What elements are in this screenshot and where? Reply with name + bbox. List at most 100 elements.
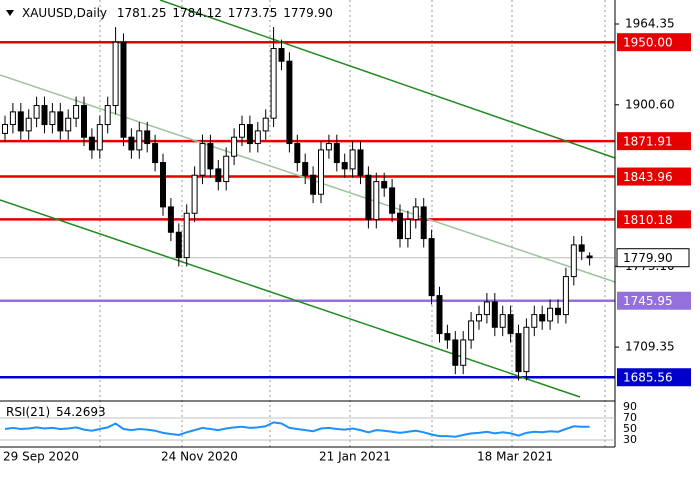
candle-body bbox=[318, 149, 324, 195]
level-label-box bbox=[617, 132, 691, 151]
candle-body bbox=[302, 162, 309, 176]
candle-body bbox=[562, 276, 569, 316]
candle-body bbox=[207, 143, 214, 170]
candle-body bbox=[365, 174, 372, 221]
candle-body bbox=[112, 41, 119, 107]
candle-body bbox=[381, 181, 388, 189]
candle-body bbox=[349, 149, 356, 170]
chart-header: XAUUSD,Daily 1781.25 1784.12 1773.75 177… bbox=[22, 6, 333, 20]
level-label: 1685.56 bbox=[623, 371, 673, 385]
level-label-box bbox=[617, 291, 691, 310]
candle-body bbox=[33, 105, 40, 119]
candle-body bbox=[333, 143, 340, 164]
channel-upper bbox=[159, 0, 616, 159]
y-tick-label: 1900.60 bbox=[625, 97, 675, 111]
candle-body bbox=[476, 314, 482, 322]
x-tick-label: 18 Mar 2021 bbox=[477, 450, 553, 464]
candle-body bbox=[483, 301, 490, 316]
x-tick-label: 24 Nov 2020 bbox=[161, 450, 238, 464]
rsi-value: 54.2693 bbox=[56, 405, 106, 419]
level-label: 1950.00 bbox=[623, 36, 673, 50]
last-label: 1779.90 bbox=[623, 251, 673, 265]
candle-body bbox=[223, 155, 230, 183]
y-tick-label: 1709.35 bbox=[625, 340, 675, 354]
menu-arrow bbox=[6, 10, 14, 16]
candle-body bbox=[389, 187, 396, 214]
level-label-box bbox=[617, 167, 691, 186]
candle-body bbox=[428, 238, 435, 297]
rsi-tick-label: 30 bbox=[623, 433, 637, 446]
candle-body bbox=[191, 174, 198, 214]
candle-body bbox=[515, 333, 522, 373]
candle-body bbox=[239, 124, 245, 138]
candle-body bbox=[341, 162, 348, 170]
level-label: 1745.95 bbox=[623, 294, 673, 308]
candle-body bbox=[81, 105, 87, 138]
candle-body bbox=[286, 60, 293, 145]
rsi-tick-label: 70 bbox=[623, 411, 637, 424]
candle-body bbox=[88, 136, 95, 151]
candle-body bbox=[404, 219, 411, 240]
candle-body bbox=[9, 111, 16, 126]
last-label-box bbox=[616, 248, 690, 268]
high-quote: 1784.12 bbox=[172, 6, 222, 20]
channel-lower bbox=[0, 199, 581, 398]
candle-body bbox=[96, 124, 103, 151]
close-quote: 1779.90 bbox=[283, 6, 333, 20]
candle-body bbox=[136, 130, 143, 151]
candle-body bbox=[2, 124, 8, 134]
open-quote: 1781.25 bbox=[117, 6, 167, 20]
rsi-tick-label: 90 bbox=[623, 400, 637, 413]
candle-body bbox=[325, 143, 332, 151]
candle-body bbox=[73, 105, 80, 119]
x-tick-label: 29 Sep 2020 bbox=[3, 450, 79, 464]
candle-body bbox=[539, 314, 546, 322]
candle-body bbox=[65, 117, 72, 132]
candle-body bbox=[397, 212, 403, 240]
candle-body bbox=[357, 149, 364, 176]
low-quote: 1773.75 bbox=[228, 6, 278, 20]
candle-body bbox=[231, 136, 238, 157]
candle-body bbox=[49, 111, 56, 126]
candle-body bbox=[144, 130, 151, 145]
candle-body bbox=[586, 255, 593, 259]
candle-body bbox=[246, 124, 253, 145]
level-label-box bbox=[617, 210, 691, 229]
candle-body bbox=[499, 314, 506, 328]
candle-body bbox=[531, 314, 538, 328]
y-tick-label: 1964.35 bbox=[625, 17, 675, 31]
candle-body bbox=[555, 307, 561, 316]
level-label-box bbox=[617, 33, 691, 52]
candle-body bbox=[578, 244, 585, 252]
level-label: 1871.91 bbox=[623, 135, 673, 149]
candle-body bbox=[167, 206, 174, 233]
level-label-box bbox=[617, 368, 691, 387]
candle-body bbox=[452, 339, 459, 366]
candle-body bbox=[270, 48, 277, 119]
candle-body bbox=[373, 181, 380, 221]
candle-body bbox=[523, 326, 530, 373]
candle-body bbox=[444, 333, 451, 341]
candle-body bbox=[160, 162, 166, 208]
candle-body bbox=[570, 244, 577, 278]
channel-mid bbox=[0, 74, 616, 283]
rsi-line bbox=[4, 421, 590, 438]
candle-body bbox=[57, 111, 64, 132]
candle-body bbox=[120, 41, 127, 138]
candle-body bbox=[128, 136, 135, 151]
symbol: XAUUSD,Daily bbox=[22, 6, 107, 20]
candle-body bbox=[294, 143, 301, 164]
candle-body bbox=[183, 212, 190, 259]
rsi-header: RSI(21) 54.2693 bbox=[6, 405, 106, 419]
level-label: 1843.96 bbox=[623, 170, 673, 184]
candle-body bbox=[491, 301, 498, 328]
candle-body bbox=[420, 206, 427, 240]
candle-body bbox=[278, 48, 285, 62]
candle-body bbox=[436, 295, 443, 335]
candle-body bbox=[41, 105, 48, 126]
candle-body bbox=[547, 307, 554, 322]
candle-body bbox=[412, 206, 419, 221]
candle-body bbox=[468, 320, 475, 341]
x-tick-label: 21 Jan 2021 bbox=[319, 450, 391, 464]
